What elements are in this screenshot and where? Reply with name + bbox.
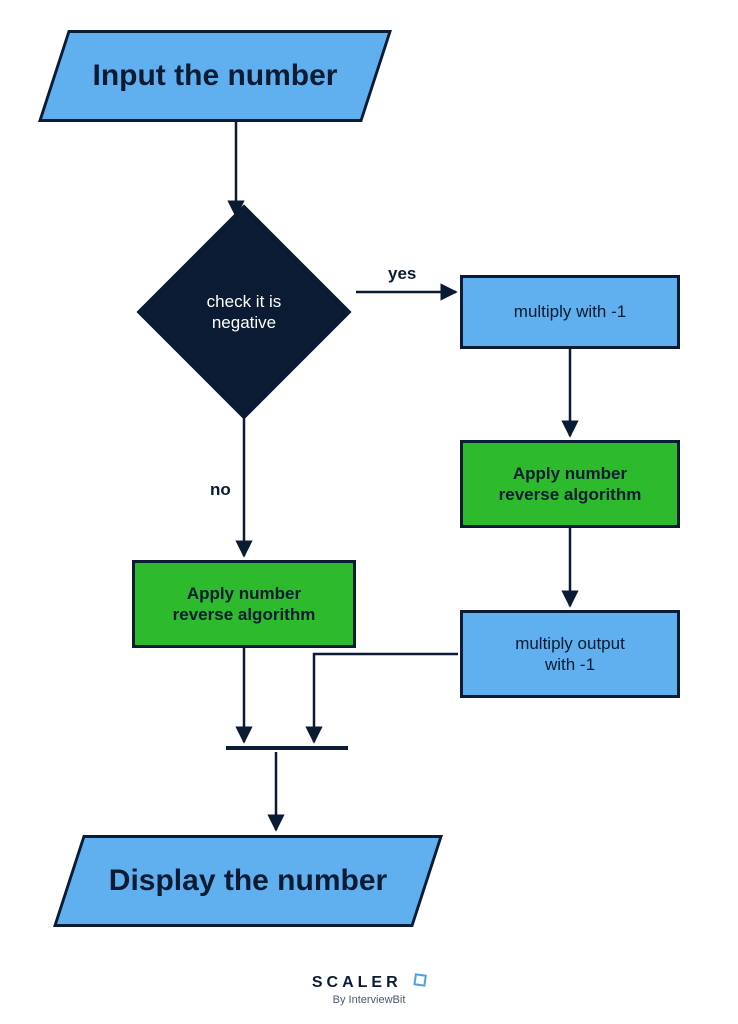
node-apply-left: Apply number reverse algorithm — [132, 560, 356, 648]
flowchart-canvas: Input the number check it is negative mu… — [0, 0, 738, 1024]
node-apply-right-label: Apply number reverse algorithm — [499, 463, 642, 506]
node-mult-neg1-label: multiply with -1 — [514, 301, 626, 322]
footer-brand: SCALER — [0, 974, 738, 992]
edge-label-yes: yes — [388, 264, 416, 284]
node-apply-left-label: Apply number reverse algorithm — [173, 583, 316, 626]
node-input: Input the number — [35, 30, 395, 122]
footer-brand-text: SCALER — [312, 974, 402, 991]
node-display-label: Display the number — [109, 862, 387, 900]
footer-byline: By InterviewBit — [0, 994, 738, 1006]
node-mult-out: multiply output with -1 — [460, 610, 680, 698]
node-decision-label: check it is negative — [207, 291, 282, 334]
edge-multout-join — [314, 654, 458, 742]
node-apply-right: Apply number reverse algorithm — [460, 440, 680, 528]
node-display: Display the number — [48, 835, 448, 927]
footer: SCALER By InterviewBit — [0, 974, 738, 1006]
node-mult-neg1: multiply with -1 — [460, 275, 680, 349]
footer-logo-icon — [413, 973, 427, 987]
node-mult-out-label: multiply output with -1 — [515, 633, 625, 676]
node-decision: check it is negative — [134, 202, 354, 422]
node-input-label: Input the number — [93, 57, 338, 95]
edge-label-no: no — [210, 480, 231, 500]
